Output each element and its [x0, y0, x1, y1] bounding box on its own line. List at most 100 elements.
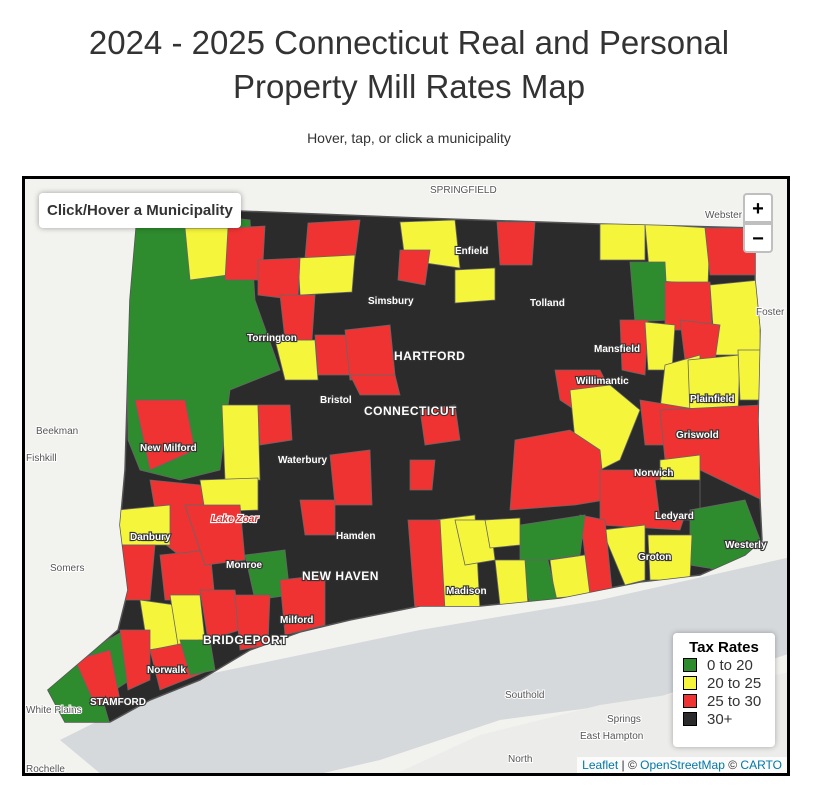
municipality[interactable] [297, 254, 356, 296]
link[interactable]: OpenStreetMap [640, 758, 725, 772]
municipality[interactable] [599, 223, 646, 261]
legend-item: 0 to 20 [683, 656, 775, 674]
municipality[interactable] [74, 649, 121, 706]
municipality[interactable] [257, 404, 293, 446]
place-label: Southold [505, 690, 544, 701]
title: Property Mill Rates Map [232, 68, 586, 105]
legend-title: Tax Rates [689, 639, 759, 656]
municipality[interactable] [397, 249, 431, 286]
municipality[interactable] [496, 221, 536, 266]
municipality[interactable] [454, 267, 496, 304]
place-label: BRIDGEPORT [203, 633, 288, 647]
place-label: New Milford [140, 443, 197, 454]
place-label: Madison [446, 586, 487, 597]
municipality[interactable] [221, 404, 261, 481]
municipality[interactable] [184, 504, 246, 566]
municipality[interactable] [279, 294, 316, 341]
place-label: Simsbury [368, 296, 414, 307]
municipality[interactable] [179, 639, 216, 676]
municipality[interactable] [299, 499, 336, 536]
municipality[interactable] [279, 574, 326, 636]
place-label: North [508, 754, 532, 765]
legend-label: 25 to 30 [707, 692, 762, 710]
place-label: Torrington [247, 333, 297, 344]
place-label: Ledyard [655, 511, 694, 522]
municipality[interactable] [454, 519, 496, 566]
link[interactable]: Leaflet [582, 758, 619, 772]
municipality[interactable] [184, 227, 231, 281]
place-label: Milford [280, 615, 313, 626]
place-label: CONNECTICUT [364, 404, 457, 418]
separator: | © [621, 758, 637, 772]
place-label: Bristol [320, 395, 352, 406]
municipality[interactable] [519, 514, 586, 561]
municipality[interactable] [659, 454, 701, 481]
municipality[interactable] [349, 374, 401, 396]
municipality[interactable] [737, 349, 761, 401]
legend-item: 20 to 25 [683, 674, 775, 692]
link[interactable]: CARTO [740, 758, 782, 772]
place-label: Norwich [634, 468, 673, 479]
legend-swatch [683, 712, 697, 726]
municipality[interactable] [257, 257, 301, 301]
place-label: STAMFORD [90, 697, 146, 708]
place-labels: SPRINGFIELD Webster Enfield Simsbury Tol… [25, 184, 786, 773]
municipality[interactable] [629, 261, 669, 323]
municipality[interactable] [619, 319, 649, 376]
place-label: Norwalk [147, 665, 186, 676]
municipality[interactable] [549, 554, 591, 599]
place-label: Springs [607, 714, 641, 725]
zoom-out[interactable]: − [743, 223, 773, 253]
place-label: Lake Zoar [211, 514, 259, 525]
legend-item: 30+ [683, 710, 775, 728]
place-label: Westerly [725, 540, 767, 551]
municipality[interactable] [484, 517, 521, 549]
municipality[interactable] [409, 459, 436, 491]
place-label: Willimantic [576, 376, 629, 387]
place-label: Somers [50, 563, 84, 574]
municipality[interactable] [199, 477, 259, 513]
title: 2024 - 2025 Connecticut Real and Persona… [88, 24, 730, 61]
legend-item: 25 to 30 [683, 692, 775, 710]
municipality[interactable] [601, 524, 646, 586]
municipality[interactable] [407, 519, 446, 611]
place-label: Webster [705, 210, 743, 221]
municipality[interactable] [659, 404, 762, 501]
place-label: Waterbury [278, 455, 328, 466]
info-box: Click/Hover a Municipality [39, 193, 241, 228]
municipality[interactable] [114, 544, 156, 601]
place-label: Foster [756, 307, 785, 318]
zoom-in[interactable]: + [743, 193, 773, 223]
legend: Tax Rates 0 to 20 20 to 25 25 to 30 30+ [673, 633, 775, 747]
municipality[interactable] [679, 319, 721, 361]
map-canvas: SPRINGFIELD Webster Enfield Simsbury Tol… [25, 184, 787, 773]
place-label: HARTFORD [394, 349, 465, 363]
water [60, 557, 787, 773]
place-label: Enfield [455, 246, 488, 257]
municipality[interactable] [119, 629, 151, 691]
municipality[interactable] [419, 404, 461, 446]
legend-label: 30+ [707, 710, 733, 728]
map[interactable]: SPRINGFIELD Webster Enfield Simsbury Tol… [22, 176, 790, 776]
place-label: Monroe [226, 560, 263, 571]
municipality[interactable] [304, 219, 361, 259]
municipality[interactable] [687, 354, 741, 416]
legend-label: 20 to 25 [707, 674, 762, 692]
legend-label: 0 to 20 [707, 656, 753, 674]
municipality[interactable] [344, 324, 396, 381]
attribution: Leaflet | © OpenStreetMap © CARTO [577, 757, 787, 773]
place-label: SPRINGFIELD [430, 185, 497, 196]
municipality[interactable] [329, 449, 373, 506]
place-label: East Hampton [580, 731, 643, 742]
place-label: Tolland [530, 298, 565, 309]
place-label: Mansfield [594, 344, 640, 355]
municipality[interactable] [644, 321, 676, 371]
place-label: NEW HAVEN [302, 569, 379, 583]
municipality[interactable] [494, 559, 529, 606]
municipality[interactable] [134, 399, 196, 471]
place-label: White Plains [26, 705, 82, 716]
place-label: Danbury [130, 532, 171, 543]
place-label: Griswold [676, 430, 719, 441]
place-label: Rochelle [26, 764, 65, 773]
